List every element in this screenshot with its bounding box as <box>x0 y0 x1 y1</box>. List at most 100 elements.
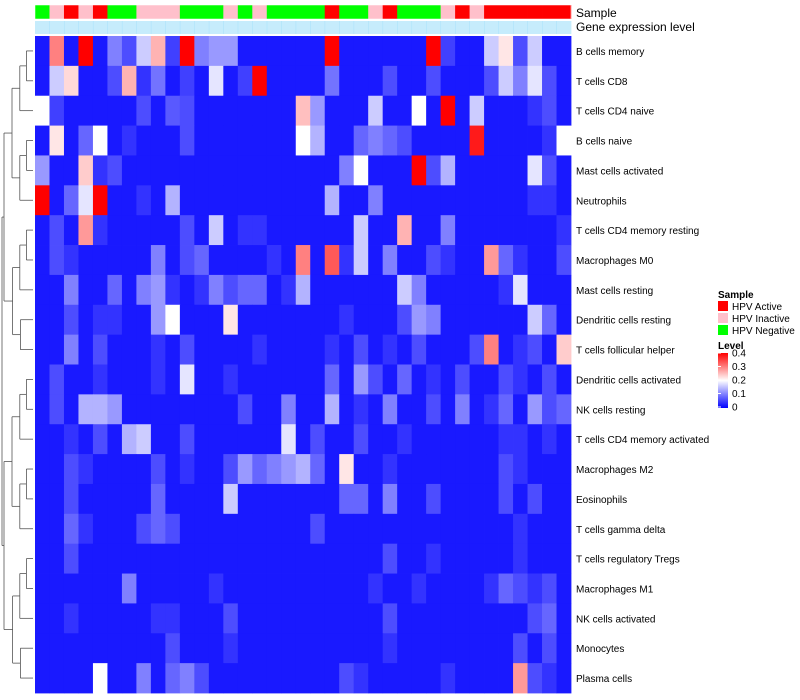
heatmap-cell <box>107 95 123 126</box>
heatmap-cell <box>121 274 137 306</box>
heatmap-cell <box>63 95 79 126</box>
heatmap-cell <box>440 394 456 425</box>
heatmap-cell <box>310 274 326 306</box>
heatmap-cell <box>136 185 152 216</box>
heatmap-cell <box>78 394 94 425</box>
heatmap-cell <box>208 95 224 126</box>
heatmap-cell <box>266 543 282 574</box>
gene-expression-cell <box>455 21 470 34</box>
sample-legend-label: HPV Active <box>732 302 782 313</box>
heatmap-cell <box>281 454 297 485</box>
heatmap-cell <box>165 394 181 425</box>
heatmap-cell <box>281 245 297 276</box>
heatmap-cell <box>426 65 442 97</box>
heatmap-cell <box>411 125 427 156</box>
heatmap-cell <box>310 185 326 216</box>
heatmap-cell <box>35 125 50 156</box>
heatmap-cell <box>556 185 572 216</box>
heatmap-cell <box>556 663 572 694</box>
heatmap-cell <box>339 304 355 336</box>
heatmap-cell <box>136 245 152 276</box>
heatmap-cell <box>78 304 94 336</box>
heatmap-cell <box>397 334 413 365</box>
heatmap-cell <box>455 215 470 246</box>
heatmap-cell <box>411 603 427 634</box>
heatmap-cell <box>63 274 79 306</box>
heatmap-cell <box>237 513 253 545</box>
heatmap-cell <box>527 36 543 67</box>
heatmap-cell <box>223 215 239 246</box>
heatmap-cell <box>194 663 210 694</box>
heatmap-cell <box>498 394 514 425</box>
heatmap-cell <box>237 304 253 336</box>
sample-annotation-cell <box>107 5 123 19</box>
heatmap-cell <box>411 215 427 246</box>
heatmap-cell <box>252 633 268 664</box>
heatmap-cell <box>310 65 326 97</box>
heatmap-cell <box>150 245 166 276</box>
row-label: Macrophages M0 <box>576 256 654 267</box>
heatmap-cell <box>339 334 355 365</box>
heatmap-cell <box>252 603 268 634</box>
heatmap-cell <box>469 245 485 276</box>
heatmap-cell <box>165 304 181 336</box>
heatmap-cell <box>411 95 427 126</box>
heatmap-cell <box>382 573 398 604</box>
heatmap-cell <box>469 454 485 485</box>
heatmap-cell <box>397 304 413 336</box>
heatmap-cell <box>339 185 355 216</box>
heatmap-cell <box>49 543 65 574</box>
heatmap-cell <box>92 513 108 545</box>
gene-expression-cell <box>121 21 137 34</box>
heatmap-cell <box>527 603 543 634</box>
heatmap-cell <box>208 573 224 604</box>
heatmap-cell <box>440 513 456 545</box>
heatmap-cell <box>484 573 499 604</box>
heatmap-cell <box>324 483 340 515</box>
heatmap-cell <box>368 125 384 156</box>
heatmap-cell <box>194 304 210 336</box>
heatmap-cell <box>136 334 152 365</box>
heatmap-cell <box>556 394 572 425</box>
heatmap-cell <box>92 274 108 306</box>
heatmap-cell <box>121 454 137 485</box>
heatmap-cell <box>107 334 123 365</box>
heatmap-cell <box>527 304 543 336</box>
heatmap-cell <box>194 424 210 455</box>
heatmap-cell <box>339 633 355 664</box>
heatmap-cell <box>498 155 514 186</box>
heatmap-cell <box>266 364 282 395</box>
heatmap-cell <box>498 125 514 156</box>
heatmap-cell <box>107 633 123 664</box>
heatmap-cell <box>542 573 557 604</box>
heatmap-cell <box>382 65 398 97</box>
heatmap-cell <box>165 364 181 395</box>
heatmap-cell <box>63 155 79 186</box>
heatmap-cell <box>194 633 210 664</box>
heatmap-cell <box>556 274 572 306</box>
sample-annotation-cell <box>194 5 210 19</box>
heatmap-cell <box>368 633 384 664</box>
heatmap-cell <box>440 65 456 97</box>
heatmap-cell <box>295 394 311 425</box>
heatmap-cell <box>223 573 239 604</box>
heatmap-cell <box>368 424 384 455</box>
heatmap-cell <box>484 155 499 186</box>
heatmap-cell <box>223 364 239 395</box>
heatmap-cell <box>353 573 369 604</box>
heatmap-cell <box>165 334 181 365</box>
heatmap-cell <box>397 543 413 574</box>
heatmap-cell <box>252 394 268 425</box>
heatmap-cell <box>63 125 79 156</box>
sample-annotation-cell <box>426 5 442 19</box>
sample-legend-label: HPV Negative <box>732 326 795 337</box>
heatmap-cell <box>223 304 239 336</box>
heatmap-cell <box>411 663 427 694</box>
heatmap-cell <box>310 603 326 634</box>
heatmap-cell <box>281 394 297 425</box>
heatmap-cell <box>136 603 152 634</box>
heatmap-cell <box>281 95 297 126</box>
heatmap-cell <box>440 603 456 634</box>
heatmap-cell <box>49 513 65 545</box>
heatmap-cells <box>35 36 572 694</box>
